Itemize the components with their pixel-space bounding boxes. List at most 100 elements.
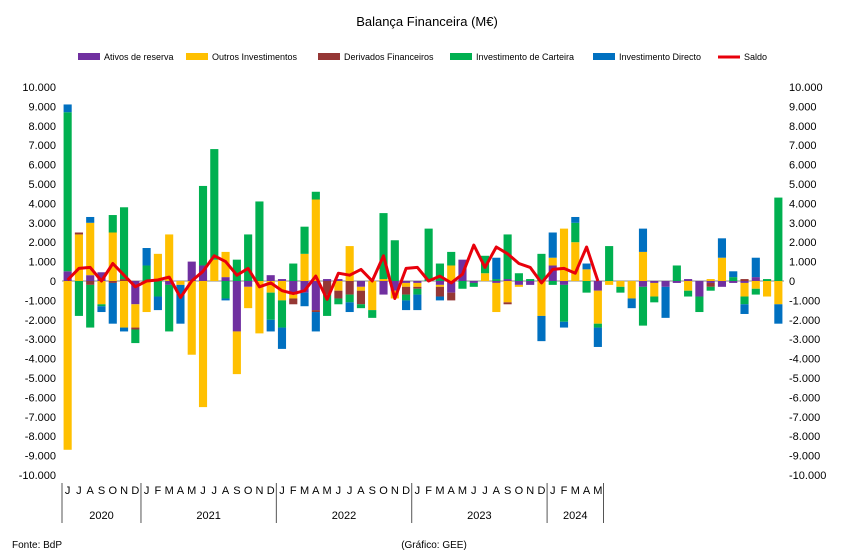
x-tick-month: A (177, 485, 185, 497)
bar-segment-investimento-directo (176, 284, 185, 324)
bar-segment-investimento-de-carteira (503, 234, 512, 280)
bar-segment-outros-investimentos (684, 281, 693, 291)
y-tick-right: -10.000 (789, 470, 826, 482)
y-tick-left: -8.000 (25, 431, 56, 443)
x-tick-year: 2021 (196, 510, 220, 522)
y-tick-right: 7.000 (789, 140, 817, 152)
bar-segment-investimento-de-carteira (695, 296, 704, 313)
bar-segment-investimento-directo (413, 294, 422, 311)
bar-segment-derivados-financeiros (706, 282, 715, 287)
bar-segment-investimento-de-carteira (334, 298, 343, 305)
bar-segment-ativos-de-reserva (232, 281, 241, 332)
bar-segment-derivados-financeiros (345, 281, 354, 295)
bar-segment-outros-investimentos (514, 284, 523, 287)
bar-segment-investimento-directo (751, 257, 760, 278)
bar-segment-investimento-de-carteira (650, 296, 659, 303)
y-tick-left: -9.000 (25, 451, 56, 463)
y-tick-left: -6.000 (25, 392, 56, 404)
legend-swatch (593, 53, 615, 60)
bar-segment-ativos-de-reserva (751, 277, 760, 281)
bar-segment-outros-investimentos (368, 281, 377, 311)
bar-segment-outros-investimentos (537, 281, 546, 316)
legend-swatch (186, 53, 208, 60)
bar-segment-derivados-financeiros (334, 290, 343, 299)
bar-segment-ativos-de-reserva (413, 281, 422, 283)
bar-segment-investimento-directo (86, 216, 95, 223)
x-tick-month: D (131, 485, 139, 497)
y-tick-left: 5.000 (28, 179, 56, 191)
bar-segment-derivados-financeiros (289, 298, 298, 305)
bar-segment-ativos-de-reserva (672, 281, 681, 283)
bar-segment-investimento-de-carteira (706, 286, 715, 291)
bar-segment-ativos-de-reserva (63, 271, 72, 281)
x-tick-year: 2024 (563, 510, 587, 522)
bar-segment-investimento-de-carteira (605, 246, 614, 281)
bar-segment-outros-investimentos (706, 279, 715, 281)
bar-segment-ativos-de-reserva (650, 281, 659, 283)
bar-segment-investimento-directo (638, 228, 648, 252)
bar-segment-investimento-de-carteira (469, 282, 478, 287)
bar-segment-investimento-de-carteira (221, 281, 230, 299)
y-tick-right: 5.000 (789, 179, 817, 191)
bar-segment-ativos-de-reserva (593, 281, 602, 291)
bar-segment-investimento-de-carteira (729, 277, 738, 281)
bar-segment-ativos-de-reserva (559, 281, 569, 285)
saldo-line-group (66, 243, 600, 301)
bar-segment-outros-investimentos (447, 265, 456, 281)
bar-segment-investimento-directo (63, 104, 72, 113)
bar-segment-ativos-de-reserva (187, 261, 196, 281)
y-tick-right: -9.000 (789, 451, 820, 463)
bar-segment-investimento-de-carteira (119, 207, 129, 280)
bar-segment-investimento-de-carteira (86, 284, 95, 328)
x-tick-month: F (155, 485, 162, 497)
x-tick-month: A (312, 485, 320, 497)
bar-segment-investimento-de-carteira (548, 281, 557, 285)
bar-segment-investimento-de-carteira (244, 234, 253, 281)
bar-segment-investimento-directo (266, 319, 275, 332)
bar-segment-investimento-directo (153, 296, 162, 311)
x-tick-year: 2022 (332, 510, 356, 522)
bar-segment-investimento-directo (559, 321, 569, 328)
bar-segment-outros-investimentos (593, 290, 602, 324)
bar-segment-investimento-directo (402, 300, 411, 311)
bar-segment-ativos-de-reserva (706, 281, 715, 283)
y-tick-right: 3.000 (789, 218, 817, 230)
y-tick-left: 3.000 (28, 218, 56, 230)
bar-segment-investimento-directo (582, 263, 591, 270)
bar-segment-investimento-de-carteira (198, 185, 208, 266)
bar-segment-investimento-de-carteira (616, 286, 625, 293)
bar-segment-investimento-de-carteira (593, 323, 602, 328)
footer-credit: (Gráfico: GEE) (401, 540, 467, 551)
y-tick-left: 9.000 (28, 101, 56, 113)
bar-segment-ativos-de-reserva (334, 279, 343, 281)
bar-segment-outros-investimentos (108, 232, 117, 281)
bar-segment-investimento-de-carteira (255, 201, 264, 281)
bar-segment-investimento-directo (311, 312, 320, 332)
bar-segment-outros-investimentos (492, 282, 501, 313)
bar-segment-investimento-de-carteira (424, 228, 433, 281)
bar-segment-ativos-de-reserva (390, 281, 399, 291)
bar-segment-outros-investimentos (210, 259, 219, 281)
bar-segment-outros-investimentos (153, 253, 162, 281)
bar-segment-ativos-de-reserva (356, 281, 366, 287)
bar-segment-outros-investimentos (142, 281, 151, 313)
x-tick-month: O (515, 485, 524, 497)
bar-segment-investimento-de-carteira (672, 265, 681, 281)
y-tick-right: 0 (789, 276, 795, 288)
bar-segment-investimento-de-carteira (63, 112, 72, 272)
bar-segment-derivados-financeiros (323, 281, 332, 295)
x-tick-month: M (458, 485, 467, 497)
bar-segment-ativos-de-reserva (492, 281, 501, 283)
bar-segment-investimento-directo (537, 315, 546, 342)
bar-segment-outros-investimentos (232, 331, 241, 375)
bar-segment-investimento-de-carteira (390, 240, 399, 281)
y-tick-left: 2.000 (28, 237, 56, 249)
y-tick-left: 4.000 (28, 198, 56, 210)
x-tick-month: J (550, 485, 556, 497)
bar-segment-outros-investimentos (480, 273, 490, 281)
x-tick-month: D (537, 485, 545, 497)
x-tick-month: O (379, 485, 388, 497)
bar-segment-investimento-directo (492, 257, 501, 280)
bar-segment-investimento-de-carteira (582, 281, 591, 293)
bar-segment-investimento-de-carteira (300, 226, 309, 254)
